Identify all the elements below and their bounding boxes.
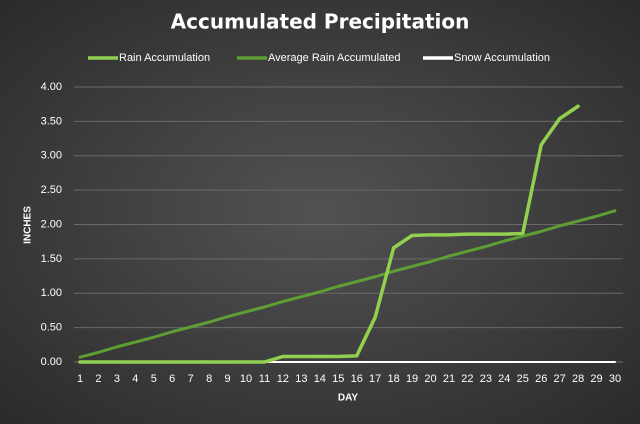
x-tick-label: 6 (169, 373, 175, 385)
y-tick-label: 0.50 (41, 322, 62, 334)
legend-label: Average Rain Accumulated (268, 52, 401, 64)
plot (78, 104, 617, 364)
x-tick-label: 10 (240, 373, 252, 385)
x-tick-label: 7 (188, 373, 194, 385)
y-tick-label: 0.00 (41, 356, 62, 368)
x-tick-label: 12 (277, 373, 289, 385)
x-tick-label: 27 (554, 373, 566, 385)
y-tick-label: 3.00 (41, 150, 62, 162)
x-tick-label: 29 (590, 373, 602, 385)
y-tick-label: 1.50 (41, 253, 62, 265)
y-axis-title: INCHES (23, 206, 34, 244)
x-tick-label: 16 (351, 373, 363, 385)
x-tick-label: 5 (151, 373, 157, 385)
x-tick-label: 20 (424, 373, 436, 385)
y-tick-label: 4.00 (41, 81, 62, 93)
x-tick-label: 15 (332, 373, 344, 385)
x-tick-label: 25 (517, 373, 529, 385)
series-line (78, 104, 580, 364)
x-tick-label: 8 (206, 373, 212, 385)
x-tick-label: 3 (114, 373, 120, 385)
series-line (78, 209, 617, 359)
x-tick-label: 2 (95, 373, 101, 385)
x-tick-label: 14 (314, 373, 326, 385)
x-axis-title: DAY (338, 393, 359, 404)
x-tick-label: 26 (535, 373, 547, 385)
y-tick-label: 2.00 (41, 218, 62, 230)
x-tick-label: 24 (498, 373, 510, 385)
x-tick-label: 9 (225, 373, 231, 385)
x-tick-label: 18 (387, 373, 399, 385)
chart-title: Accumulated Precipitation (171, 10, 470, 34)
x-tick-label: 22 (461, 373, 473, 385)
x-tick-label: 1 (77, 373, 83, 385)
y-tick-label: 1.00 (41, 287, 62, 299)
legend-label: Snow Accumulation (454, 52, 550, 64)
x-tick-label: 13 (295, 373, 307, 385)
x-tick-label: 4 (132, 373, 138, 385)
x-tick-label: 11 (259, 373, 270, 385)
x-tick-label: 30 (609, 373, 621, 385)
legend-label: Rain Accumulation (119, 52, 210, 64)
x-tick-label: 23 (480, 373, 492, 385)
x-tick-label: 28 (572, 373, 584, 385)
x-tick-label: 19 (406, 373, 418, 385)
y-tick-label: 2.50 (41, 184, 62, 196)
x-tick-label: 21 (443, 373, 455, 385)
legend: Rain Accumulation Average Rain Accumulate… (88, 52, 550, 64)
x-tick-label: 17 (369, 373, 381, 385)
y-tick-label: 3.50 (41, 115, 62, 127)
